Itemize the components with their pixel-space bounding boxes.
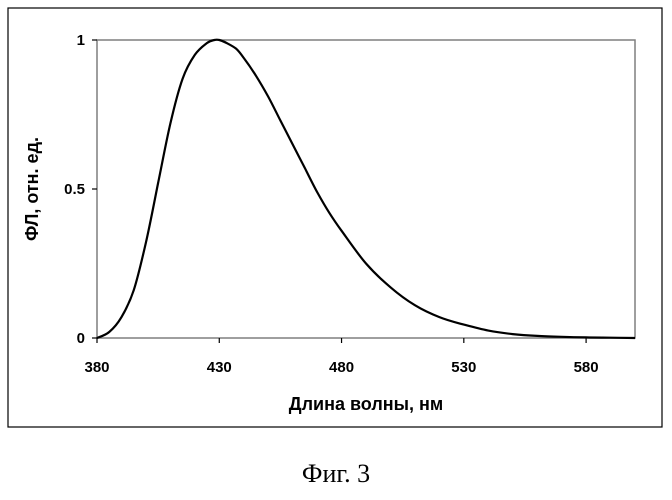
x-axis-title: Длина волны, нм xyxy=(289,394,443,414)
x-tick-label: 430 xyxy=(207,359,232,376)
x-tick-label: 530 xyxy=(451,359,476,376)
figure-caption: Фиг. 3 xyxy=(302,459,370,488)
plot-area xyxy=(97,40,635,338)
x-tick-label: 580 xyxy=(574,359,599,376)
x-tick-label: 480 xyxy=(329,359,354,376)
x-tick-label: 380 xyxy=(84,359,109,376)
y-axis-title: ФЛ, отн. ед. xyxy=(22,137,42,241)
y-tick-label: 1 xyxy=(77,32,85,49)
y-tick-label: 0 xyxy=(77,330,85,347)
y-tick-label: 0.5 xyxy=(64,181,85,198)
